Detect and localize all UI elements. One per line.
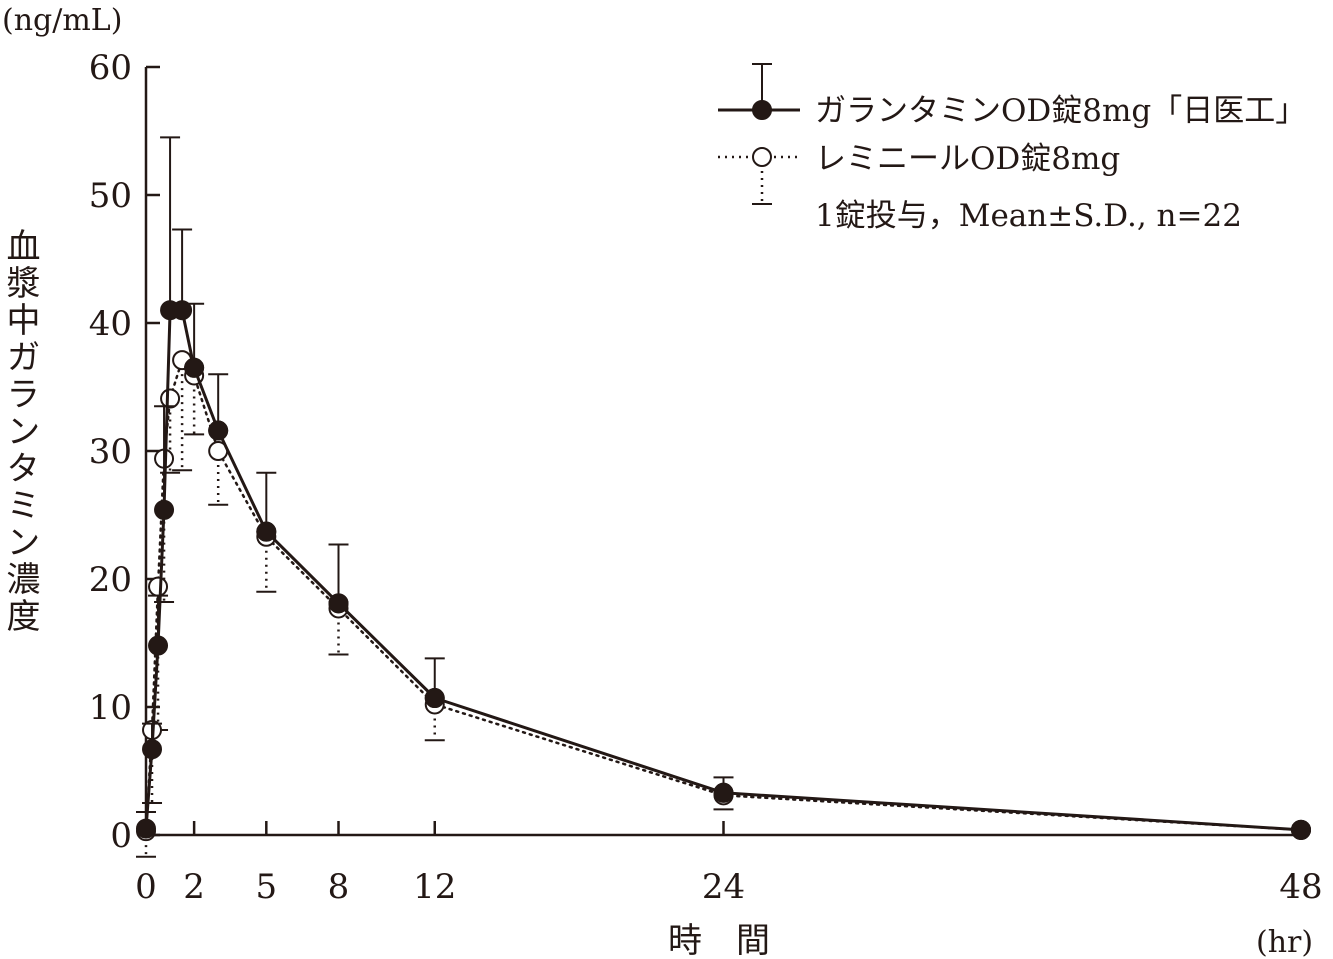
- y-ticks: 0 10 20 30 40 50 60: [89, 48, 160, 856]
- x-tick-label: 12: [413, 867, 456, 907]
- y-tick-label: 40: [89, 304, 132, 344]
- data-point-test: [208, 420, 229, 441]
- data-point-test: [184, 357, 205, 378]
- legend-note: 1錠投与，Mean±S.D., n=22: [815, 198, 1242, 234]
- y-unit-label: (ng/mL): [2, 3, 122, 38]
- y-tick-label: 50: [89, 176, 132, 216]
- data-point-reference: [160, 388, 181, 409]
- data-point-test: [256, 521, 277, 542]
- data-point-test: [154, 499, 175, 520]
- series-line-reference: [144, 357, 1303, 833]
- data-point-test: [142, 739, 163, 760]
- data-point-test: [713, 782, 734, 803]
- data-point-test: [1291, 819, 1311, 840]
- x-tick-label: 5: [255, 867, 277, 907]
- legend-entry-test: ガランタミンOD錠8mg「日医工」: [718, 63, 1306, 129]
- y-tick-label: 30: [89, 432, 132, 472]
- data-point-reference: [148, 576, 169, 597]
- y-tick-label: 20: [89, 560, 132, 600]
- legend-marker-test: [752, 100, 772, 120]
- legend-entry-reference: レミニールOD錠8mg: [718, 141, 1120, 205]
- legend-label-test: ガランタミンOD錠8mg「日医工」: [815, 93, 1306, 129]
- data-point-test: [328, 593, 349, 614]
- x-tick-label: 24: [702, 867, 745, 907]
- x-tick-label: 2: [183, 867, 205, 907]
- y-tick-label: 0: [110, 816, 132, 856]
- data-point-test: [172, 300, 193, 321]
- legend: ガランタミンOD錠8mg「日医工」 レミニールOD錠8mg 1錠投与，Mean±…: [718, 63, 1306, 234]
- x-ticks: 0 2 5 8 12 24 48: [135, 821, 1323, 907]
- y-tick-label: 60: [89, 48, 132, 88]
- data-point-test: [148, 635, 169, 656]
- x-tick-label: 8: [328, 867, 350, 907]
- series-layer: [136, 136, 1311, 858]
- y-axis-title: 血漿中ガランタミン濃度: [0, 228, 40, 635]
- series-test: [136, 136, 1311, 840]
- x-axis-title: 時 間: [668, 921, 770, 959]
- y-tick-label: 10: [89, 688, 132, 728]
- x-unit-label: (hr): [1256, 925, 1313, 959]
- data-point-test: [424, 688, 445, 709]
- legend-marker-reference: [752, 147, 772, 167]
- x-tick-label: 0: [135, 867, 157, 907]
- series-line-test: [144, 308, 1302, 832]
- data-point-test: [136, 818, 156, 839]
- legend-label-reference: レミニールOD錠8mg: [815, 141, 1120, 177]
- x-tick-label: 48: [1279, 867, 1322, 907]
